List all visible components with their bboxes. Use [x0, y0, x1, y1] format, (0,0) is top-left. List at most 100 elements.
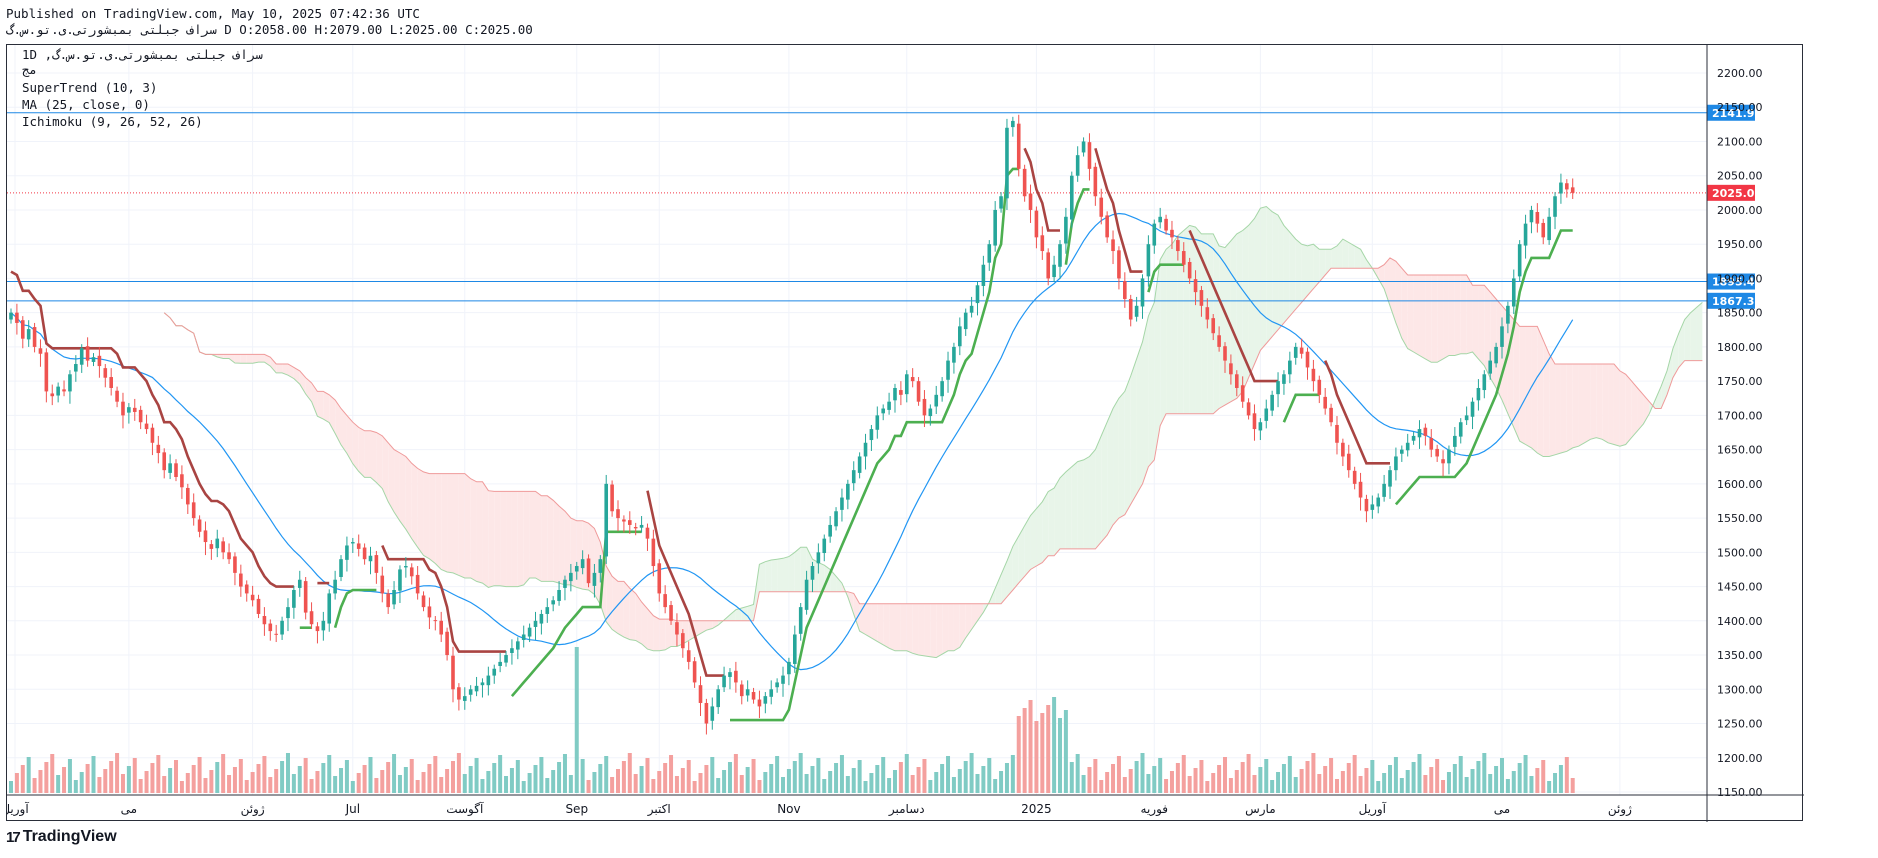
volume-bar [934, 772, 938, 793]
volume-bar [763, 772, 767, 793]
volume-bar [716, 778, 720, 793]
cloud-segment [1561, 364, 1567, 453]
candle-up [893, 388, 897, 400]
cloud-segment [1437, 275, 1443, 362]
candle-up [716, 689, 720, 707]
cloud-segment [1431, 275, 1437, 362]
volume-bar [1258, 767, 1262, 793]
candle-down [227, 552, 231, 559]
cloud-segment [1260, 207, 1266, 351]
volume-bar [516, 760, 520, 793]
cloud-segment [1237, 230, 1243, 398]
cloud-segment [1266, 207, 1272, 344]
volume-bar [1512, 771, 1516, 793]
candle-down [439, 621, 443, 635]
cloud-segment [270, 357, 276, 373]
chart-frame[interactable]: 2141.941895.491867.312025.00 2200.002150… [6, 44, 1803, 821]
volume-bar [1394, 757, 1398, 793]
cloud-segment [223, 354, 229, 358]
candle-down [21, 320, 25, 338]
volume-bar [109, 761, 113, 793]
cloud-segment [241, 354, 247, 363]
cloud-segment [960, 604, 966, 648]
candle-up [545, 607, 549, 614]
volume-bar [816, 758, 820, 793]
candle-down [1424, 428, 1428, 436]
candle-down [1094, 167, 1098, 196]
chart-canvas[interactable]: 2141.941895.491867.312025.00 2200.002150… [7, 45, 1804, 822]
candle-down [1164, 219, 1168, 231]
candle-down [1541, 223, 1545, 237]
cloud-segment [1036, 502, 1042, 566]
candle-down [251, 595, 255, 600]
volume-bar [545, 778, 549, 793]
candle-down [139, 410, 143, 422]
candle-up [404, 566, 408, 567]
volume-bar [746, 767, 750, 793]
volume-bar [911, 775, 915, 793]
volume-bar [533, 765, 537, 793]
candle-up [1005, 128, 1009, 199]
cloud-segment [1148, 302, 1154, 466]
legend-symbol[interactable]: 1D ,سراف جبلتی بمبشورتی.ی.تو.س.گ [22, 47, 263, 62]
candle-up [1559, 183, 1563, 194]
cloud-segment [1537, 326, 1543, 456]
candle-down [705, 703, 709, 724]
candle-down [1323, 397, 1327, 409]
tradingview-logo-icon: 17 [6, 829, 19, 846]
volume-bar [622, 761, 626, 793]
cloud-segment [1172, 236, 1178, 414]
x-tick-label: ژوئن [241, 802, 265, 817]
cloud-segment [494, 491, 500, 585]
volume-bar [9, 781, 13, 793]
cloud-segment [1608, 364, 1614, 444]
candle-down [687, 650, 691, 662]
volume-bar [899, 762, 903, 793]
volume-bar [1488, 774, 1492, 793]
cloud-segment [1514, 320, 1520, 442]
candle-up [1506, 306, 1510, 324]
candle-up [504, 655, 508, 663]
cloud-segment [1219, 246, 1225, 409]
volume-bar [422, 772, 426, 793]
cloud-segment [924, 604, 930, 657]
candle-up [1371, 504, 1375, 509]
cloud-segment [948, 604, 954, 651]
volume-bar [209, 770, 213, 793]
volume-bar [875, 765, 879, 793]
cloud-segment [559, 506, 565, 585]
candle-up [215, 539, 219, 549]
candle-up [799, 607, 803, 634]
volume-bar [1370, 760, 1374, 793]
legend-ma[interactable]: MA (25, close, 0) [22, 97, 150, 112]
candle-up [322, 621, 326, 631]
volume-bar [987, 758, 991, 793]
candle-up [593, 573, 597, 586]
candle-down [1565, 183, 1569, 189]
cloud-segment [836, 576, 842, 591]
candle-up [1052, 265, 1056, 277]
cloud-segment [388, 443, 394, 512]
legend-ichimoku[interactable]: Ichimoku (9, 26, 52, 26) [22, 114, 203, 129]
cloud-segment [1278, 215, 1284, 330]
volume-bar [1182, 755, 1186, 793]
candle-down [1536, 212, 1540, 224]
cloud-segment [1190, 225, 1196, 413]
legend-supertrend[interactable]: SuperTrend (10, 3) [22, 80, 157, 95]
tradingview-logo[interactable]: 17 TradingView [6, 828, 117, 846]
volume-bar [1500, 758, 1504, 793]
volume-bar [1188, 776, 1192, 793]
candle-up [722, 676, 726, 688]
volume-bar [1199, 760, 1203, 793]
cloud-segment [942, 604, 948, 655]
candle-down [1312, 369, 1316, 381]
senkou-span-a [164, 207, 1702, 658]
x-tick-label: دسامبر [888, 802, 925, 817]
volume-bar [687, 760, 691, 793]
volume-bar [174, 760, 178, 793]
volume-bar [21, 765, 25, 793]
candle-down [245, 585, 249, 594]
candle-down [86, 346, 90, 360]
candle-up [74, 364, 78, 372]
volume-bar [1300, 769, 1304, 793]
